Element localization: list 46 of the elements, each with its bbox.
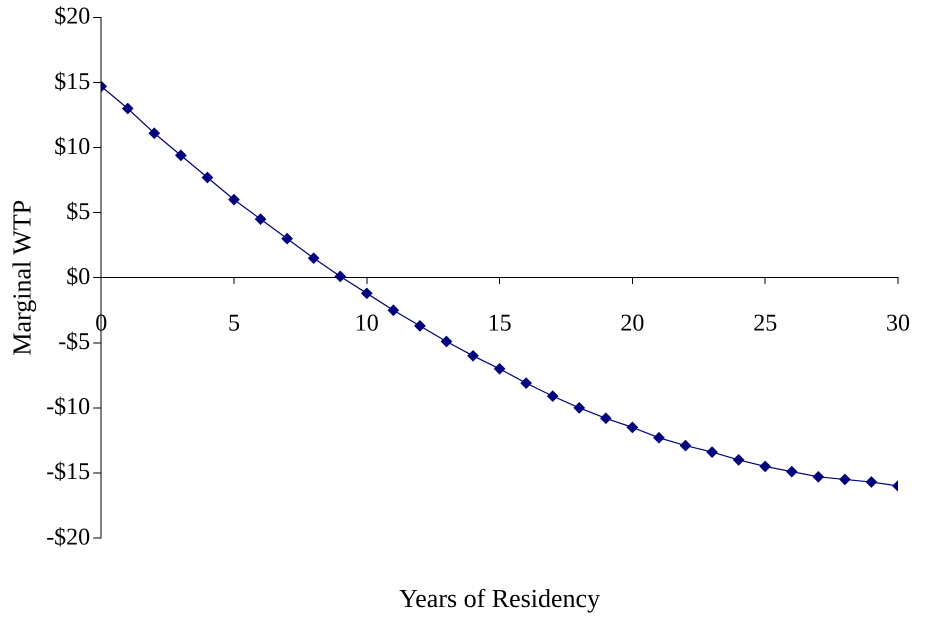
point xyxy=(547,390,558,402)
point xyxy=(440,336,452,348)
x-tick-label: 15 xyxy=(488,310,512,336)
point xyxy=(680,440,692,452)
x-tick-label: 30 xyxy=(886,310,910,336)
point xyxy=(626,422,638,433)
x-tick-label: 20 xyxy=(620,310,644,336)
y-tick-label: $0 xyxy=(66,264,90,290)
point xyxy=(175,150,186,161)
y-tick-label: -$10 xyxy=(46,394,90,420)
point xyxy=(760,460,771,472)
y-tick-label: -$5 xyxy=(58,329,90,356)
point xyxy=(228,194,240,206)
point xyxy=(574,402,585,414)
y-tick-label: -$20 xyxy=(46,524,90,550)
point xyxy=(653,432,665,444)
point xyxy=(866,476,878,488)
x-tick-label: 10 xyxy=(354,310,379,336)
point xyxy=(148,128,160,139)
y-tick-label: -$15 xyxy=(46,459,90,486)
point xyxy=(414,320,426,332)
y-tick-label: $20 xyxy=(54,4,90,30)
point xyxy=(308,252,320,264)
point xyxy=(254,214,266,225)
point xyxy=(494,363,506,374)
y-axis-title: Marginal WTP xyxy=(7,200,36,356)
point xyxy=(839,474,850,486)
x-axis-title: Years of Residency xyxy=(399,584,600,613)
point xyxy=(122,102,134,114)
point xyxy=(361,288,372,299)
y-tick-label: $10 xyxy=(54,134,90,160)
point xyxy=(282,233,293,244)
y-tick-label: $15 xyxy=(54,68,90,95)
point xyxy=(812,471,824,482)
point xyxy=(733,454,744,466)
point xyxy=(520,378,532,389)
point xyxy=(388,304,399,316)
point xyxy=(467,350,479,362)
point xyxy=(786,466,798,478)
y-tick-label: $5 xyxy=(66,198,90,225)
x-tick-label: 5 xyxy=(228,310,240,336)
point xyxy=(600,412,612,424)
x-tick-label: 25 xyxy=(753,310,778,336)
point xyxy=(706,446,718,458)
point xyxy=(334,270,346,282)
point xyxy=(202,172,214,184)
